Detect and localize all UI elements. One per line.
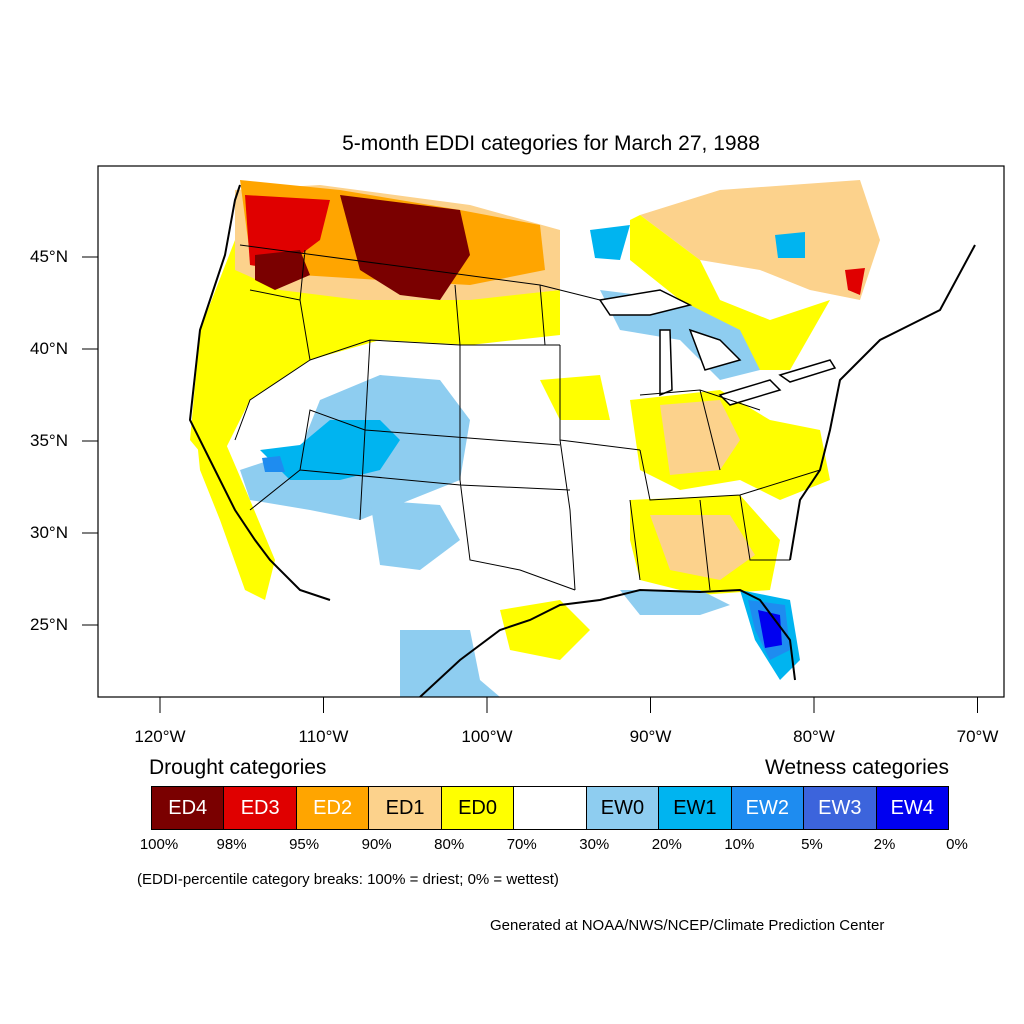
lon-label: 90°W	[629, 727, 672, 746]
legend-note: (EDDI-percentile category breaks: 100% =…	[137, 871, 559, 888]
percentile-label: 30%	[579, 836, 610, 853]
tick-marks	[82, 256, 978, 713]
percentile-label: 70%	[506, 836, 537, 853]
legend-box-ew4: EW4	[876, 787, 948, 829]
lon-label: 120°W	[134, 727, 186, 746]
region-ed0-west	[190, 240, 560, 470]
region-ew2-four-corners	[262, 456, 285, 472]
percentile-label: 80%	[434, 836, 465, 853]
map-frame	[97, 165, 1005, 698]
region-ed3-northeast	[845, 268, 865, 295]
legend-box-ed4: ED4	[152, 787, 225, 829]
lat-label: 35°N	[30, 431, 68, 450]
region-ed0-gulf-coast	[500, 600, 590, 660]
percentile-label: 95%	[289, 836, 320, 853]
legend-box-ew1: EW1	[659, 787, 732, 829]
lon-label: 80°W	[793, 727, 835, 746]
region-ed1-northeast	[640, 180, 880, 300]
region-ed1-southeast	[650, 515, 755, 580]
lat-label: 40°N	[30, 339, 68, 358]
legend-box-ew3: EW3	[804, 787, 877, 829]
lon-label: 100°W	[461, 727, 513, 746]
legend-box-ew0: EW0	[586, 787, 660, 829]
percentile-label: 90%	[361, 836, 392, 853]
wetness-heading: Wetness categories	[764, 756, 949, 779]
legend-box-ed2: ED2	[296, 787, 370, 829]
percentile-label: 5%	[801, 836, 823, 853]
lat-label: 30°N	[30, 523, 68, 542]
lat-label: 25°N	[30, 615, 68, 634]
map-field	[188, 170, 976, 697]
region-ew4-florida	[758, 610, 782, 648]
percentile-label: 0%	[946, 836, 968, 853]
region-ew1-northeast	[775, 232, 805, 258]
percentile-label: 10%	[724, 836, 755, 853]
map-title: 5-month EDDI categories for March 27, 19…	[342, 132, 760, 155]
drought-heading: Drought categories	[149, 756, 327, 779]
legend-box-ed0: ED0	[441, 787, 515, 829]
region-ed4-northwest	[255, 250, 310, 290]
legend-box-ed1: ED1	[369, 787, 442, 829]
legend-colorbar: ED4 ED3 ED2 ED1 ED0 EW0 EW1 EW2 EW3 EW4	[151, 786, 949, 830]
percentile-label: 100%	[139, 836, 179, 853]
region-ew1-superior	[590, 225, 630, 260]
great-lakes	[598, 289, 837, 406]
lon-label: 70°W	[956, 727, 999, 746]
lon-label: 110°W	[298, 727, 349, 746]
region-ed1-ohio-valley	[660, 400, 740, 475]
border-lines	[234, 244, 821, 591]
percentile-label: 98%	[216, 836, 247, 853]
legend-box-normal	[514, 787, 587, 829]
percentile-label: 20%	[651, 836, 682, 853]
lat-label: 45°N	[30, 247, 68, 266]
region-ed4-northern-plains	[340, 195, 470, 300]
legend-box-ew2: EW2	[731, 787, 805, 829]
region-ed0-midwest	[540, 375, 610, 420]
legend-box-ed3: ED3	[224, 787, 297, 829]
credit-text: Generated at NOAA/NWS/NCEP/Climate Predi…	[490, 917, 885, 934]
region-ed3-northwest	[245, 195, 330, 270]
region-ew0-gulf	[620, 590, 730, 615]
region-ew0-south-texas	[400, 630, 500, 697]
coastline	[188, 184, 976, 697]
percentile-label: 2%	[873, 836, 896, 853]
region-ew0-texas	[370, 500, 460, 570]
region-ed0-northeast	[630, 215, 830, 370]
